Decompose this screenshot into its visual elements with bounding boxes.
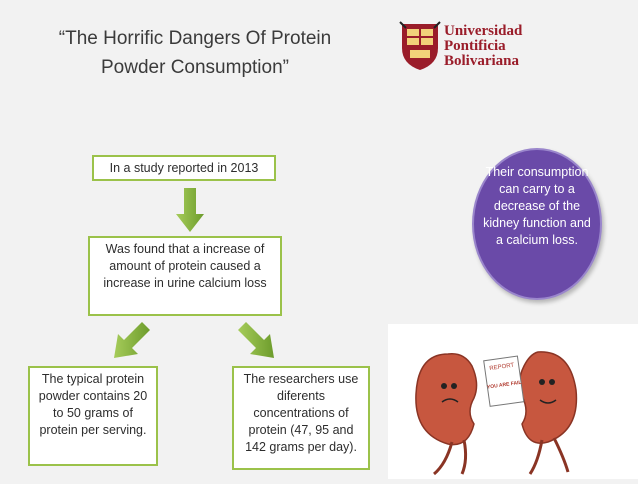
- logo-line-3: Bolivariana: [444, 53, 520, 69]
- logo-line-1: Universidad: [444, 23, 523, 39]
- university-name: Universidad Pontificia Bolivariana: [444, 24, 584, 69]
- researchers-box: The researchers use diferents concentrat…: [232, 366, 370, 470]
- consumption-bubble: Their consumption can carry to a decreas…: [472, 148, 602, 300]
- logo-line-2: Pontificia: [444, 38, 506, 54]
- study-box: In a study reported in 2013: [92, 155, 276, 181]
- down-arrow-icon: [176, 188, 204, 232]
- slide-title: “The Horrific Dangers Of Protein Powder …: [58, 28, 332, 78]
- down-left-arrow-icon: [114, 322, 150, 358]
- kidney-cartoon-icon: REPORT YOU ARE FAIL: [415, 351, 578, 476]
- university-seal-icon: [399, 21, 441, 70]
- finding-box: Was found that a increase of amount of p…: [88, 236, 282, 316]
- university-logo: Universidad Pontificia Bolivariana: [398, 20, 578, 80]
- report-grade: YOU ARE FAIL: [487, 380, 522, 391]
- typical-protein-box: The typical protein powder contains 20 t…: [28, 366, 158, 466]
- report-title: REPORT: [489, 363, 515, 372]
- kidney-illustration: REPORT YOU ARE FAIL: [388, 324, 638, 479]
- down-right-arrow-icon: [238, 322, 274, 358]
